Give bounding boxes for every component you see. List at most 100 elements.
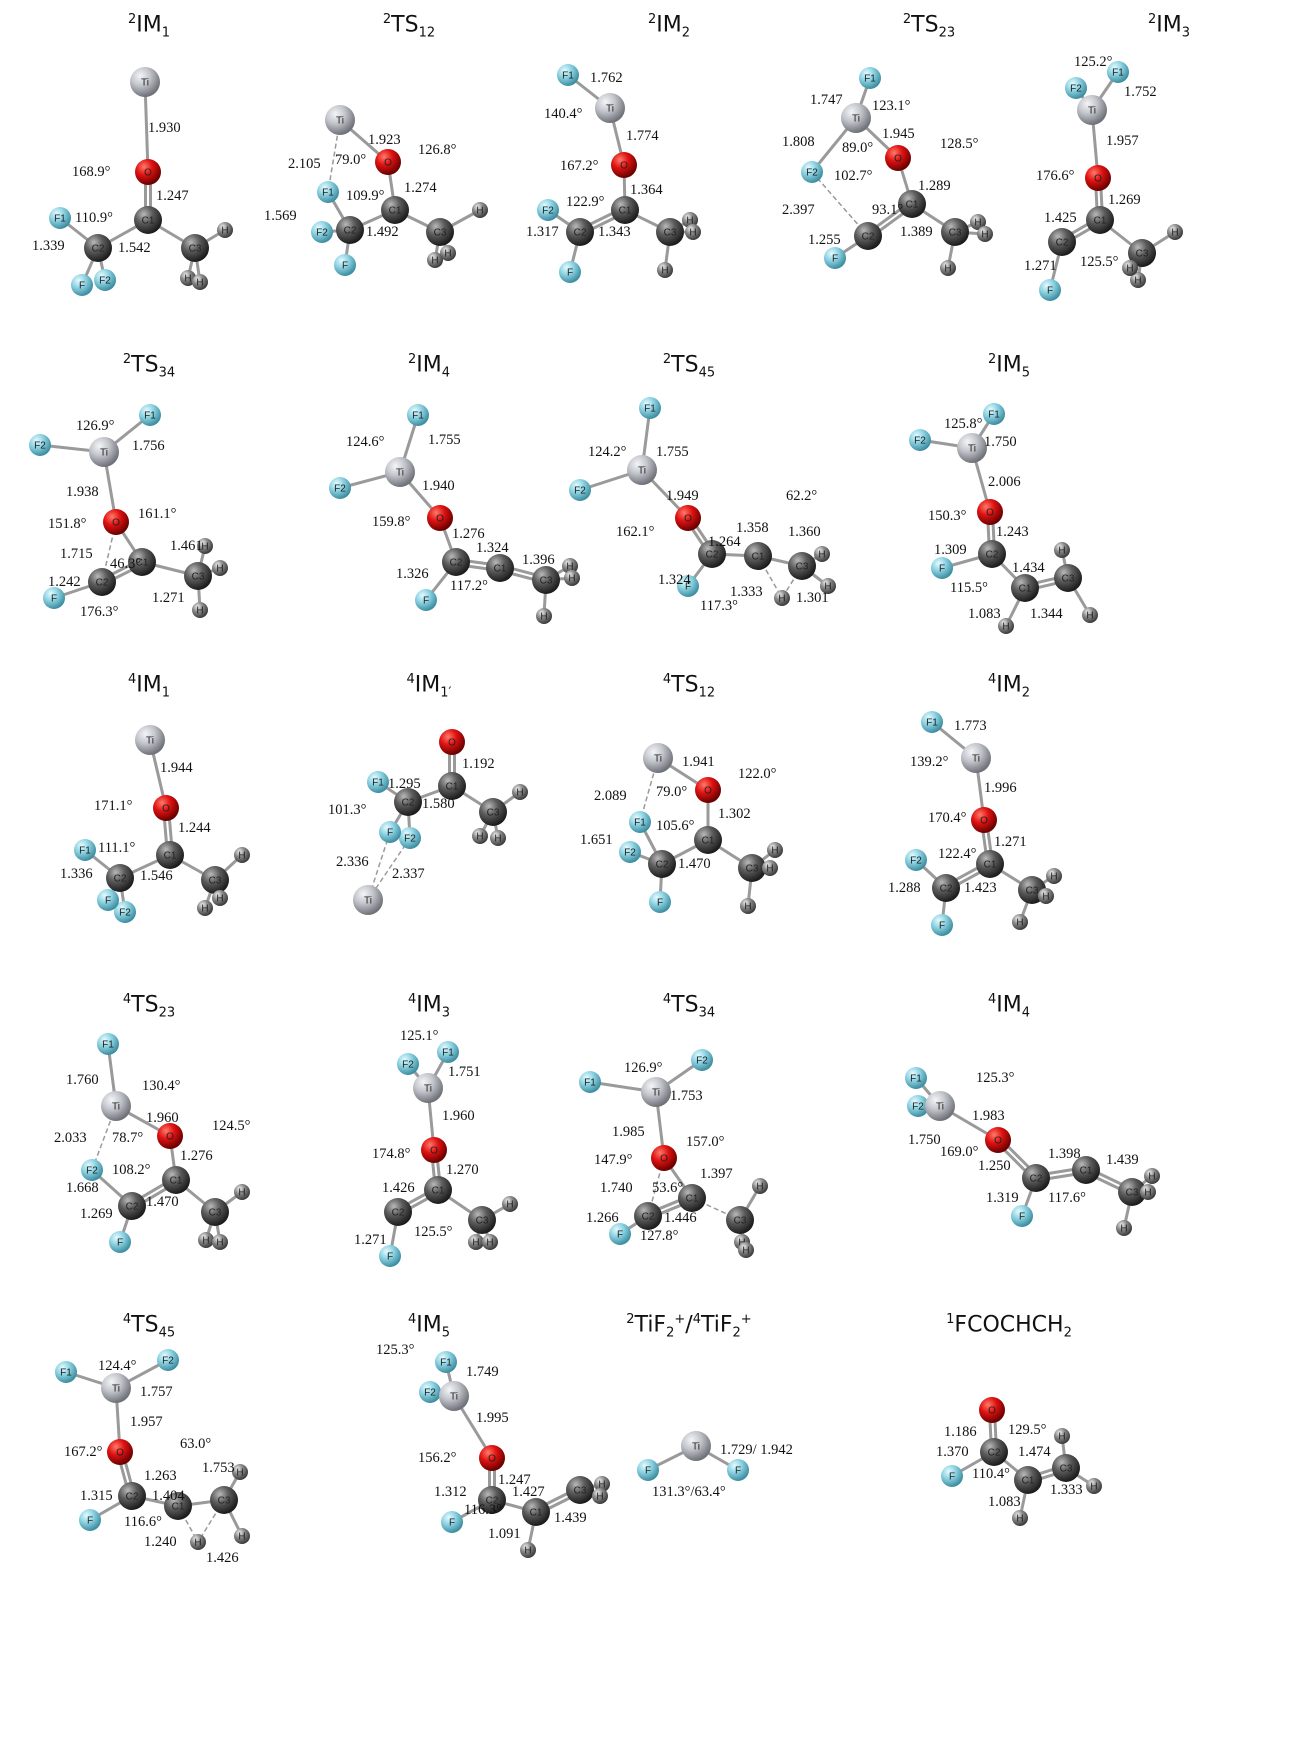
bond-angle-label: 168.9° bbox=[72, 164, 111, 180]
atom-c bbox=[566, 218, 594, 246]
molecule-structure: Ti F F 1.729/ 1.942 131.3°/63.4° bbox=[637, 1431, 793, 1500]
atom-label: C1 bbox=[494, 564, 507, 575]
bond-length-label: 1.274 bbox=[404, 180, 437, 196]
atom-label: H bbox=[216, 1238, 223, 1249]
atom-label: O bbox=[448, 738, 456, 749]
bond-length-label: 1.333 bbox=[1050, 1482, 1083, 1498]
species-name: IM bbox=[416, 1312, 442, 1338]
bond-length-label: 1.750 bbox=[984, 434, 1017, 450]
structure-panel: 4IM5 F1 F2 Ti O C2 C1 C3 F H H H 125.3° 1.749 1.995 156… bbox=[300, 1300, 610, 1651]
atom-h bbox=[234, 1528, 250, 1544]
atom-label: H bbox=[598, 1480, 605, 1491]
spin-multiplicity: 2 bbox=[662, 352, 672, 367]
structure-panel: 4IM4 F1 F2 Ti O C2 C1 C3 F H H H 125.3° 1.983 1.750 169… bbox=[880, 980, 1160, 1331]
atom-label: C1 bbox=[446, 782, 459, 793]
atom-h bbox=[427, 252, 443, 268]
atom-label: H bbox=[738, 1238, 745, 1249]
atom-o bbox=[157, 1123, 183, 1149]
atom-label: C3 bbox=[192, 572, 205, 583]
bond-length-label: 1.762 bbox=[590, 70, 623, 86]
atom-label: C1 bbox=[389, 206, 402, 217]
bond-length-label: 1.389 bbox=[900, 224, 933, 240]
atom-h bbox=[234, 847, 250, 863]
bond-angle-label: 53.6° bbox=[652, 1180, 683, 1196]
atom-c bbox=[1014, 1466, 1042, 1494]
atom-label: F1 bbox=[322, 188, 334, 199]
atom-label: F bbox=[735, 1466, 741, 1477]
bond-angle-label: 124.2° bbox=[588, 444, 627, 460]
atom-label: H bbox=[444, 249, 451, 260]
atom-label: C3 bbox=[1126, 1188, 1139, 1199]
atom-c bbox=[88, 568, 116, 596]
atom-label: O bbox=[620, 161, 628, 172]
atom-f bbox=[55, 1361, 77, 1383]
bond-angle-label: 116.3° bbox=[464, 1502, 502, 1518]
atom-label: C2 bbox=[126, 1492, 139, 1503]
bond-length-label: 1.309 bbox=[934, 542, 967, 558]
atom-c bbox=[184, 562, 212, 590]
bond-angle-label: 101.3° bbox=[328, 802, 367, 818]
spin-multiplicity: 2 bbox=[902, 12, 912, 27]
bond-length-label: 1.960 bbox=[146, 1110, 179, 1126]
atom-c bbox=[201, 866, 229, 894]
atom-label: H bbox=[824, 582, 831, 593]
spin-multiplicity: 2 bbox=[382, 12, 392, 27]
atom-h bbox=[197, 900, 213, 916]
panel-title: 4TS45 bbox=[20, 1312, 278, 1341]
atom-f bbox=[415, 589, 437, 611]
atom-ti bbox=[89, 437, 119, 467]
bond-length-label: 2.336 bbox=[336, 854, 369, 870]
atom-c bbox=[898, 190, 926, 218]
atom-c bbox=[394, 788, 422, 816]
atom-f bbox=[824, 247, 846, 269]
atom-label: H bbox=[744, 902, 751, 913]
atom-c bbox=[118, 1192, 146, 1220]
atom-c bbox=[1052, 1454, 1080, 1482]
bond-length-label: 1.295 bbox=[388, 776, 421, 792]
atom-h bbox=[562, 558, 578, 574]
bond-length-label: 1.757 bbox=[140, 1384, 173, 1400]
bond-length-label: 1.434 bbox=[1012, 560, 1045, 576]
atom-h bbox=[1144, 1168, 1160, 1184]
atom-label: Ti bbox=[336, 116, 344, 127]
atom-label: F2 bbox=[99, 276, 111, 287]
atom-c bbox=[164, 1492, 192, 1520]
atom-label: F bbox=[1019, 1212, 1025, 1223]
spin-multiplicity: 4 bbox=[407, 1312, 417, 1327]
bond-length-label: 1.753 bbox=[202, 1460, 235, 1476]
bond-length-label: 1.427 bbox=[512, 1484, 545, 1500]
atom-f bbox=[727, 1459, 749, 1481]
bond-length-label: 1.773 bbox=[954, 718, 987, 734]
atom-f bbox=[311, 221, 333, 243]
atom-label: C3 bbox=[209, 1208, 222, 1219]
atom-label: F1 bbox=[926, 718, 938, 729]
panel-title: 4IM1 bbox=[20, 672, 278, 701]
atom-label: C1 bbox=[1094, 216, 1107, 227]
atom-h bbox=[1167, 224, 1183, 240]
bond-length-label: 1.750 bbox=[908, 1132, 941, 1148]
atom-label: Ti bbox=[100, 448, 108, 459]
atom-h bbox=[657, 262, 673, 278]
bond-length-label: 1.083 bbox=[968, 606, 1001, 622]
atom-label: F bbox=[117, 1238, 123, 1249]
panel-title: 2TS45 bbox=[560, 352, 818, 381]
atom-label: F1 bbox=[440, 1358, 452, 1369]
bond-angle-label: 126.9° bbox=[76, 418, 115, 434]
bond-length-label: 1.949 bbox=[666, 488, 699, 504]
atom-f bbox=[559, 261, 581, 283]
species-subscript: 2 bbox=[666, 1325, 675, 1341]
bond-length-label: 1.263 bbox=[144, 1468, 177, 1484]
atom-c bbox=[788, 552, 816, 580]
atom-c bbox=[1128, 239, 1156, 267]
bond-length-label: 1.439 bbox=[554, 1510, 587, 1526]
atom-label: F bbox=[423, 596, 429, 607]
atom-f bbox=[81, 1159, 103, 1181]
atom-c bbox=[106, 864, 134, 892]
atom-label: C3 bbox=[218, 1496, 231, 1507]
atom-f bbox=[441, 1511, 463, 1533]
species-subscript: 45 bbox=[158, 1325, 176, 1341]
atom-label: F2 bbox=[806, 168, 818, 179]
atom-c bbox=[210, 1486, 238, 1514]
atom-c bbox=[566, 1476, 594, 1504]
